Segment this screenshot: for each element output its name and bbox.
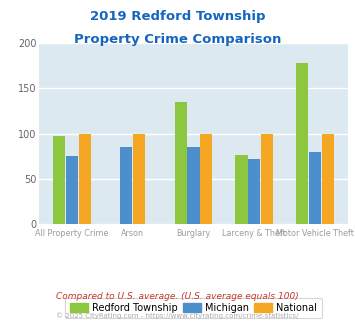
Bar [248, 159, 260, 224]
Bar [235, 154, 247, 224]
Bar [309, 152, 321, 224]
Text: Property Crime Comparison: Property Crime Comparison [74, 33, 281, 46]
Text: © 2025 CityRating.com - https://www.cityrating.com/crime-statistics/: © 2025 CityRating.com - https://www.city… [56, 312, 299, 318]
Bar [187, 147, 200, 224]
Text: 2019 Redford Township: 2019 Redford Township [90, 10, 265, 23]
Bar [175, 102, 187, 224]
Bar [322, 134, 334, 224]
Bar [53, 136, 65, 224]
Legend: Redford Township, Michigan, National: Redford Township, Michigan, National [65, 298, 322, 318]
Bar [78, 134, 91, 224]
Bar [261, 134, 273, 224]
Bar [200, 134, 212, 224]
Bar [66, 156, 78, 224]
Bar [296, 63, 308, 224]
Text: Compared to U.S. average. (U.S. average equals 100): Compared to U.S. average. (U.S. average … [56, 292, 299, 301]
Bar [120, 147, 132, 224]
Bar [133, 134, 145, 224]
